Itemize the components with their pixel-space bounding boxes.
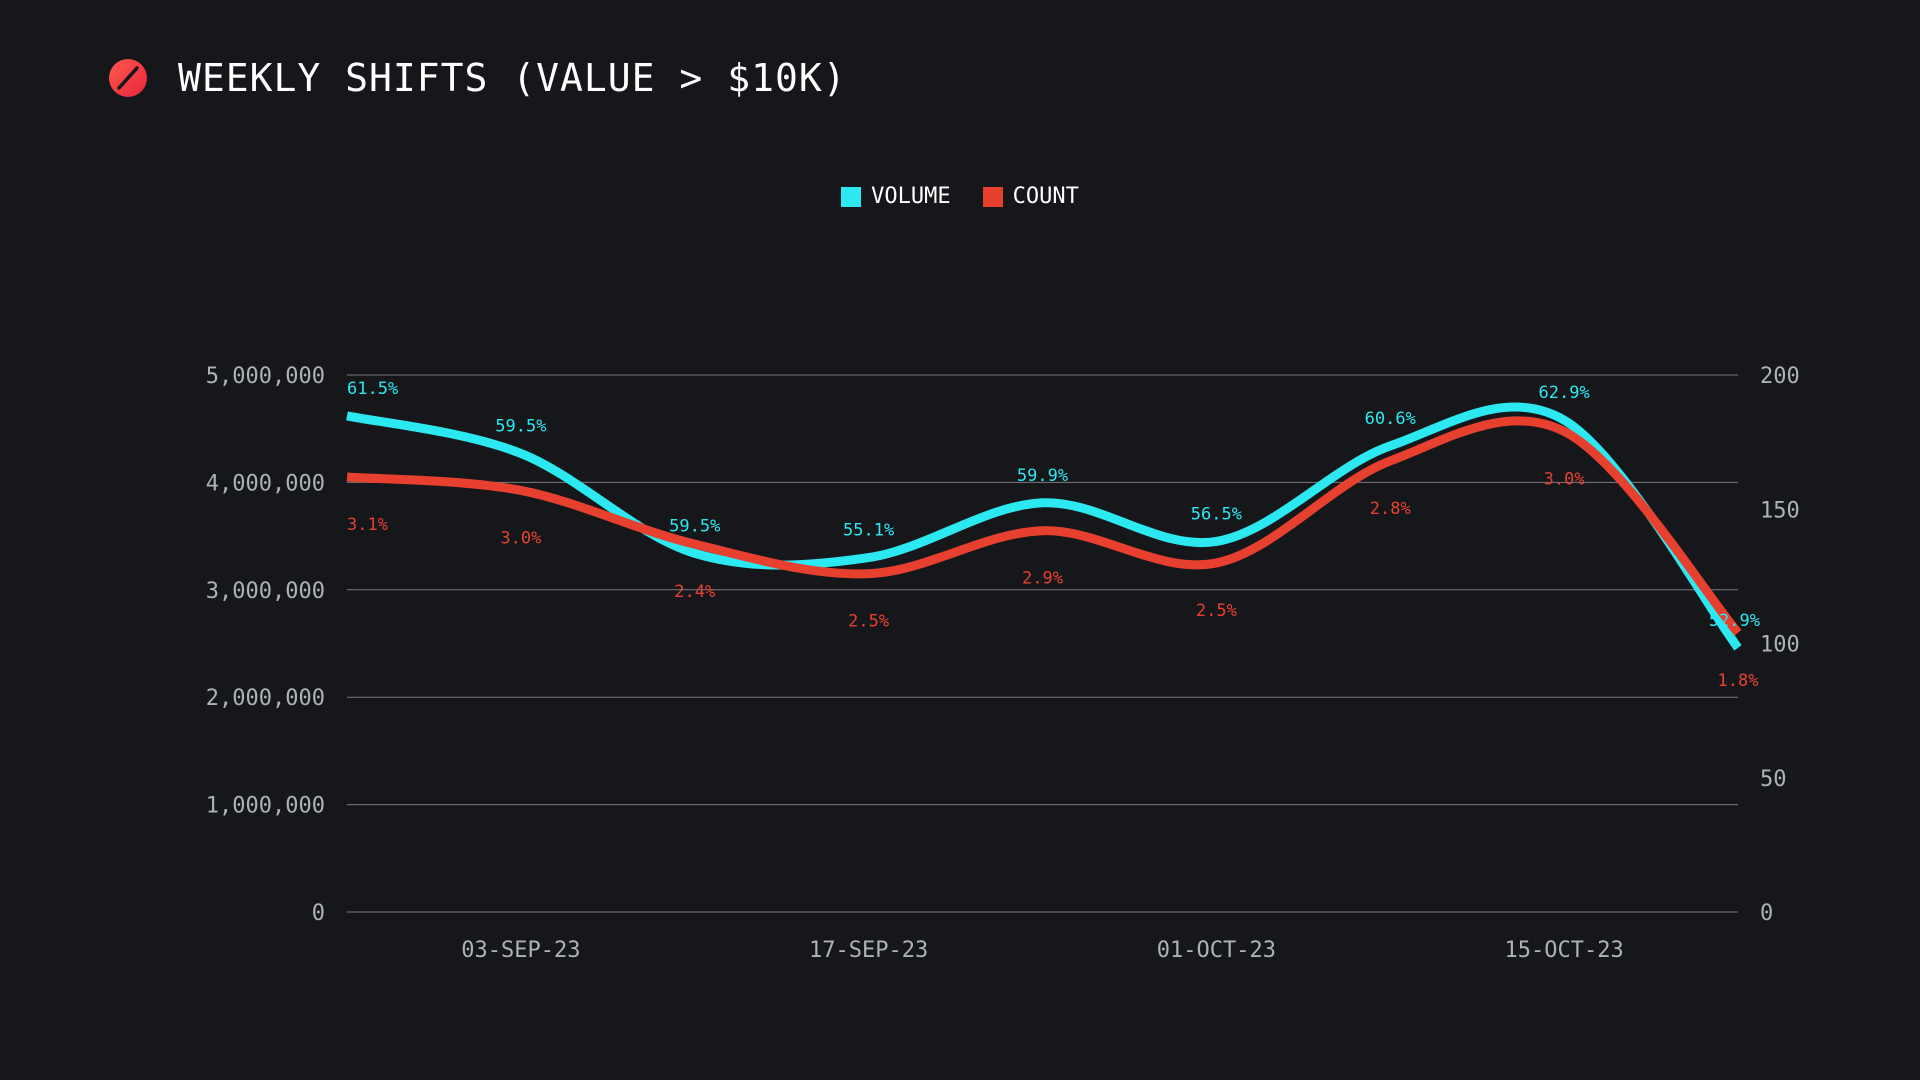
data-label-count: 2.4% [674, 582, 715, 602]
data-label-count: 2.5% [1196, 601, 1237, 621]
series-line-count [346, 416, 1742, 636]
y-right-tick-label: 0 [1760, 901, 1773, 926]
y-left-tick-label: 3,000,000 [206, 579, 325, 604]
y-left-tick-label: 0 [312, 901, 325, 926]
y-left-tick-label: 1,000,000 [206, 794, 325, 819]
slashed-circle-logo-icon [109, 59, 147, 97]
x-tick-label: 17-SEP-23 [809, 938, 928, 963]
x-tick-label: 01-OCT-23 [1157, 938, 1276, 963]
data-label-volume: 60.6% [1365, 409, 1416, 429]
x-tick-label: 15-OCT-23 [1505, 938, 1624, 963]
data-label-count: 3.0% [1544, 469, 1585, 489]
header: WEEKLY SHIFTS (VALUE > $10K) [108, 56, 847, 100]
data-label-count: 1.8% [1718, 671, 1759, 691]
data-label-volume: 56.5% [1191, 504, 1242, 524]
x-tick-label: 03-SEP-23 [461, 938, 580, 963]
data-label-count: 2.9% [1022, 569, 1063, 589]
y-right-tick-label: 200 [1760, 364, 1800, 389]
data-label-count: 2.5% [848, 612, 889, 632]
y-right-tick-label: 150 [1760, 498, 1800, 523]
y-left-tick-label: 2,000,000 [206, 686, 325, 711]
series-line-volume [346, 402, 1742, 651]
data-label-volume: 59.5% [495, 416, 546, 436]
data-label-volume: 61.5% [347, 379, 398, 399]
legend-label-volume: VOLUME [871, 184, 951, 209]
chart-legend: VOLUME COUNT [0, 184, 1920, 209]
data-label-count: 3.1% [347, 515, 388, 535]
data-label-volume: 59.5% [669, 516, 720, 536]
y-left-tick-label: 5,000,000 [206, 364, 325, 389]
data-label-volume: 52.9% [1709, 611, 1760, 631]
y-left-tick-label: 4,000,000 [206, 471, 325, 496]
data-label-volume: 59.9% [1017, 466, 1068, 486]
data-label-volume: 62.9% [1539, 383, 1590, 403]
data-label-count: 3.0% [500, 528, 541, 548]
legend-swatch-count [982, 186, 1003, 207]
legend-swatch-volume [841, 186, 862, 207]
legend-item-count[interactable]: COUNT [982, 184, 1079, 209]
legend-label-count: COUNT [1012, 184, 1079, 209]
page-title: WEEKLY SHIFTS (VALUE > $10K) [178, 56, 847, 100]
y-right-tick-label: 100 [1760, 633, 1800, 658]
data-label-volume: 55.1% [843, 521, 894, 541]
data-label-count: 2.8% [1370, 499, 1411, 519]
legend-item-volume[interactable]: VOLUME [841, 184, 951, 209]
y-right-tick-label: 50 [1760, 767, 1787, 792]
